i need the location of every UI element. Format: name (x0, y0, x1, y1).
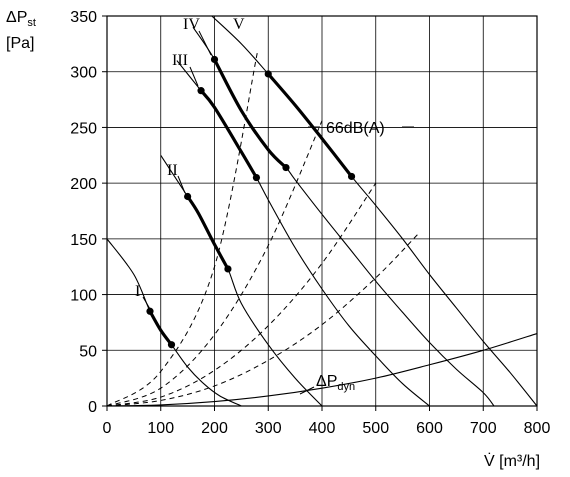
operating-range-iv (213, 58, 288, 169)
dyn-label-leader (299, 386, 315, 395)
fan-curves (106, 15, 538, 407)
curve-label-i: I (135, 283, 140, 300)
system-curve-4 (106, 232, 420, 407)
x-tick-label: 800 (524, 420, 551, 437)
operating-point-i (146, 307, 154, 315)
system-curve-3 (106, 182, 377, 407)
noise-label: 66dB(A) (326, 120, 385, 137)
curve-label-leader (189, 66, 199, 87)
operating-point-iv (210, 55, 219, 64)
curve-label-leader (177, 175, 186, 194)
operating-point-ii (184, 192, 192, 201)
y-tick-label: 250 (70, 120, 97, 137)
operating-point-iii (252, 173, 261, 182)
x-tick-label: 300 (255, 420, 282, 437)
operating-point-iv (282, 163, 290, 172)
curve-label-leader (198, 30, 212, 56)
dyn-label: ΔPdyn (316, 373, 355, 393)
operating-point-ii (224, 265, 232, 273)
fan-curve-v (211, 15, 538, 407)
curve-label-ii: II (167, 162, 178, 179)
system-curves (106, 51, 420, 407)
y-tick-label: 200 (70, 176, 97, 193)
operating-point-i (167, 341, 176, 349)
system-curve-2 (106, 120, 323, 407)
y-tick-label: 0 (88, 399, 97, 416)
y-tick-label: 150 (70, 232, 97, 249)
curve-label-iv: IV (183, 16, 200, 33)
tick-labels: 0 100 200 300 400 500 600 700 800 0 50 100 150 200 250… (70, 9, 550, 437)
operating-range-i (148, 310, 173, 346)
fan-curve-i (106, 238, 242, 407)
x-tick-label: 200 (201, 420, 228, 437)
axes (102, 15, 538, 411)
y-tick-label: 300 (70, 65, 97, 82)
x-tick-label: 400 (309, 420, 336, 437)
operating-point-v (264, 70, 272, 78)
x-tick-label: 500 (362, 420, 389, 437)
y-tick-label: 100 (70, 288, 97, 305)
x-tick-label: 700 (470, 420, 497, 437)
system-curve-1 (106, 51, 258, 407)
dynamic-pressure-curve (106, 333, 538, 407)
curve-label-leader (142, 296, 151, 310)
operating-point-v (347, 172, 356, 181)
x-tick-label: 0 (103, 420, 112, 437)
operating-range-ii (186, 195, 230, 270)
y-tick-label: 350 (70, 9, 97, 26)
y-tick-label: 50 (79, 343, 97, 360)
x-axis-title: V̇ [m³/h] (484, 452, 540, 470)
operating-point-iii (197, 87, 205, 95)
fan-curve-iv (192, 26, 495, 407)
dynamic-pressure-line (106, 333, 538, 407)
curve-label-v: V (233, 16, 245, 33)
curve-label-iii: III (172, 52, 188, 69)
y-axis-title: ΔPst (6, 9, 36, 29)
operating-range-v (267, 72, 353, 178)
operating-range-iii (199, 89, 258, 179)
x-tick-label: 600 (416, 420, 443, 437)
y-axis-unit: [Pa] (6, 35, 34, 52)
x-tick-label: 100 (147, 420, 174, 437)
